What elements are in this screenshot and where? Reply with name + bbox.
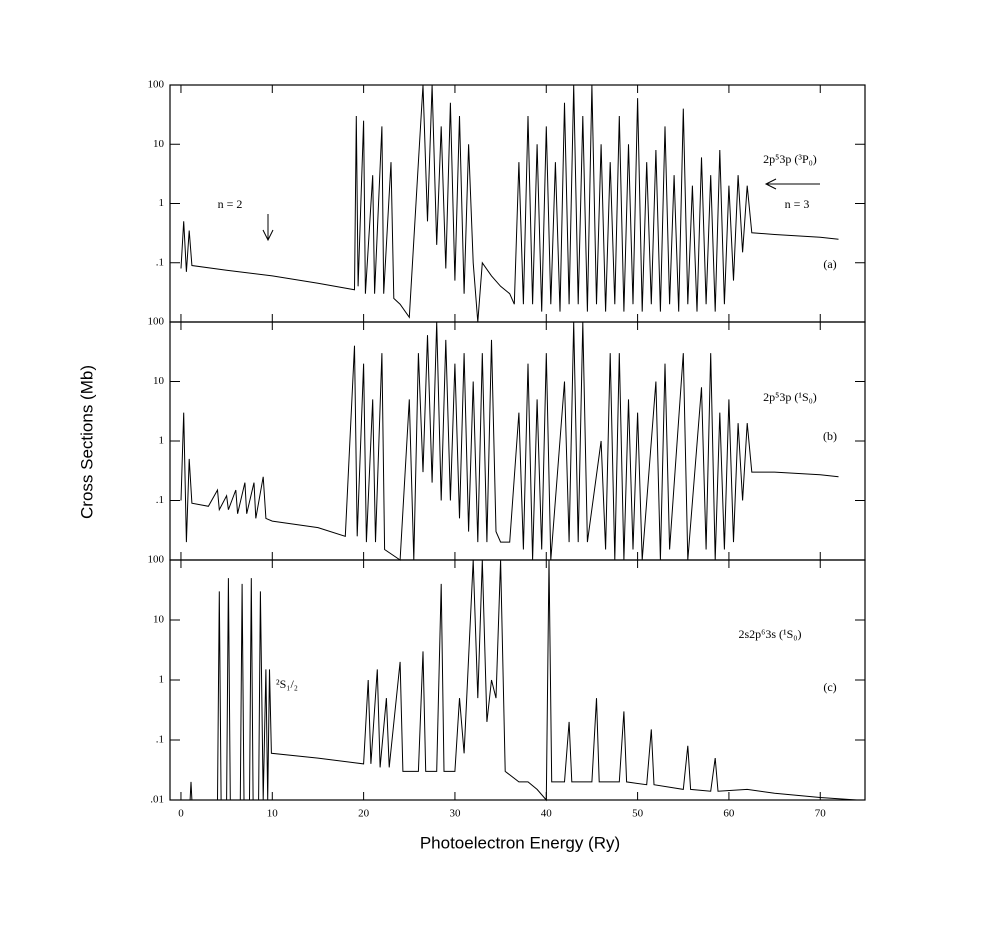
y-tick-label: 1 bbox=[159, 674, 165, 686]
y-tick-label: 1 bbox=[159, 197, 165, 209]
x-tick-label: 10 bbox=[267, 808, 279, 820]
spectrum-line bbox=[180, 321, 839, 561]
annotation: n = 2 bbox=[218, 197, 243, 211]
spectrum-line bbox=[189, 559, 857, 802]
arrow-head bbox=[764, 178, 777, 190]
y-tick-label: 100 bbox=[148, 554, 165, 566]
annotation: 2s2p⁶3s (¹S₀) bbox=[739, 627, 802, 641]
y-axis-label: Cross Sections (Mb) bbox=[77, 365, 96, 519]
y-tick-label: 10 bbox=[153, 138, 165, 150]
plot-frame bbox=[169, 559, 866, 801]
y-tick-label: .1 bbox=[156, 256, 164, 268]
y-tick-label: .1 bbox=[156, 734, 164, 746]
y-tick-label: .01 bbox=[150, 794, 164, 806]
annotation: 2p⁵3p (¹S₀) bbox=[763, 390, 817, 404]
spectrum-line bbox=[180, 84, 839, 323]
x-tick-label: 60 bbox=[723, 808, 735, 820]
y-tick-label: 10 bbox=[153, 375, 165, 387]
arrow-head bbox=[262, 229, 274, 242]
annotation: (a) bbox=[823, 257, 836, 271]
y-tick-label: 100 bbox=[148, 316, 165, 328]
annotation: n = 3 bbox=[785, 197, 810, 211]
y-tick-label: 100 bbox=[148, 79, 165, 91]
x-tick-label: 0 bbox=[178, 808, 184, 820]
x-tick-label: 50 bbox=[632, 808, 644, 820]
x-tick-label: 30 bbox=[449, 808, 461, 820]
x-tick-label: 70 bbox=[815, 808, 827, 820]
x-tick-label: 40 bbox=[541, 808, 553, 820]
plot-frame bbox=[169, 321, 866, 561]
annotation: 2p⁵3p (³P₀) bbox=[763, 152, 817, 166]
y-tick-label: 1 bbox=[159, 435, 165, 447]
annotation: (b) bbox=[823, 429, 837, 443]
annotation: ²S₁/₂ bbox=[276, 677, 298, 691]
x-axis-label: Photoelectron Energy (Ry) bbox=[420, 833, 620, 852]
y-tick-label: 10 bbox=[153, 614, 165, 626]
annotation: (c) bbox=[823, 680, 836, 694]
x-tick-label: 20 bbox=[358, 808, 370, 820]
y-tick-label: .1 bbox=[156, 494, 164, 506]
